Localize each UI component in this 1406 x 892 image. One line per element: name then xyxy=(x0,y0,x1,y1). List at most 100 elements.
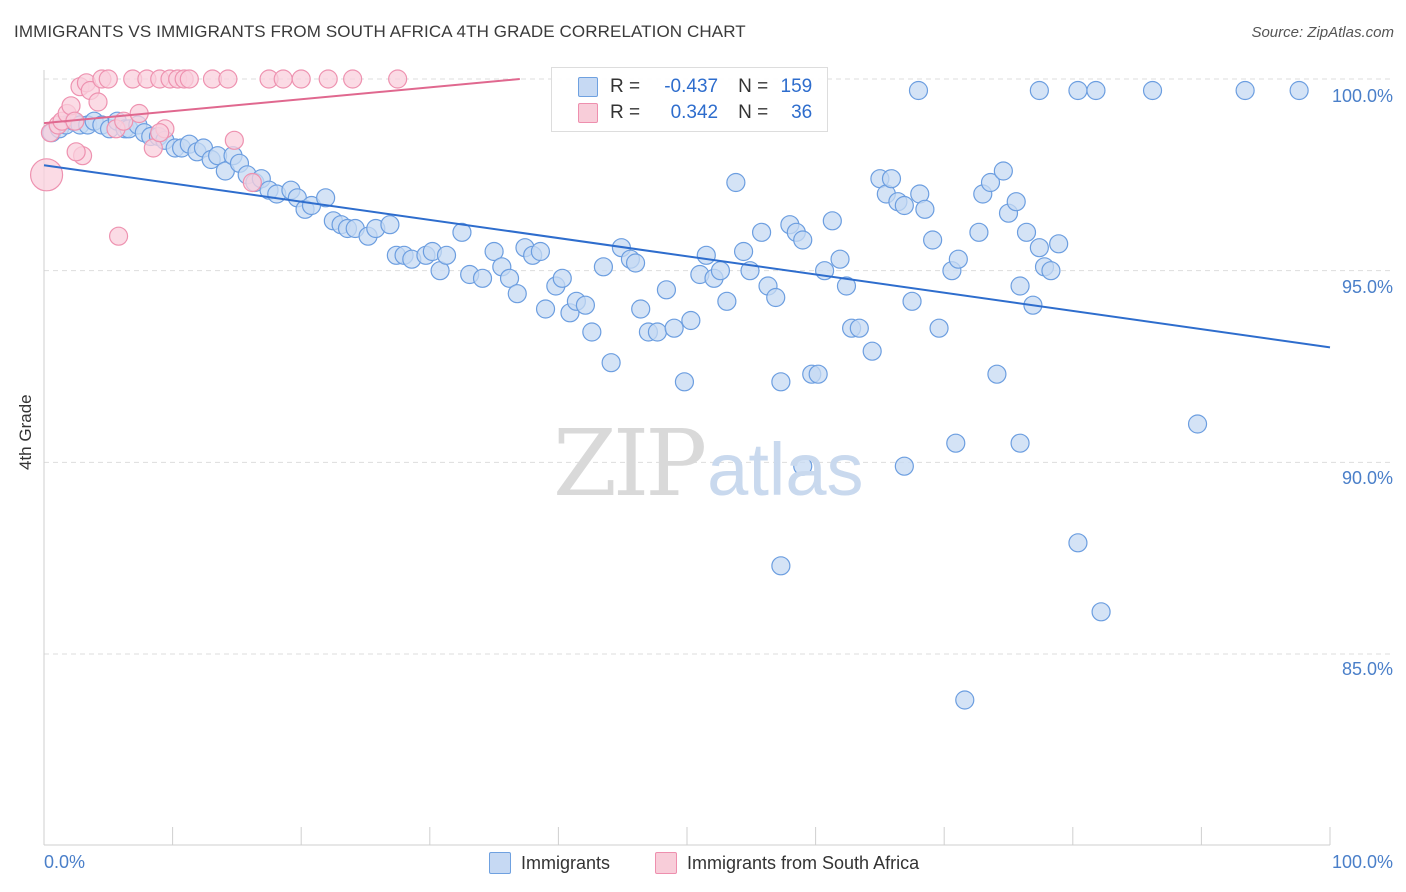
immigrants-point xyxy=(552,268,572,288)
immigrants-point xyxy=(923,230,943,250)
immigrants-point xyxy=(647,322,668,342)
immigrants-point xyxy=(710,261,731,281)
south-africa-point xyxy=(98,69,118,89)
south-africa-point xyxy=(291,69,311,89)
legend-item-south-africa[interactable]: Immigrants from South Africa xyxy=(655,852,919,874)
south-africa-point xyxy=(218,69,238,89)
immigrants-point xyxy=(993,161,1013,181)
immigrants-point xyxy=(1187,414,1208,434)
immigrants-point xyxy=(656,280,677,300)
immigrants-point xyxy=(631,299,651,319)
x-tick-label-min: 0.0% xyxy=(44,852,86,872)
immigrants-point xyxy=(1091,602,1111,622)
immigrants-point xyxy=(793,230,813,250)
immigrants-point xyxy=(726,172,746,193)
immigrants-point xyxy=(1029,80,1049,101)
immigrants-point xyxy=(881,169,902,189)
immigrants-point xyxy=(1041,261,1061,281)
immigrants-point xyxy=(946,433,966,453)
immigrants-point xyxy=(1235,80,1255,101)
south-africa-trend-line xyxy=(43,78,520,125)
immigrants-point xyxy=(808,364,828,384)
r-label: R = xyxy=(610,102,641,123)
immigrants-point xyxy=(1049,234,1069,254)
immigrants-point xyxy=(717,291,737,311)
immigrants-point xyxy=(601,353,621,373)
immigrants-point xyxy=(472,268,493,288)
immigrants-point xyxy=(1289,80,1309,101)
x-tick-label-max: 100.0% xyxy=(1331,852,1393,872)
immigrants-point xyxy=(1010,433,1030,453)
south-africa-point xyxy=(66,142,86,162)
immigrants-point xyxy=(1010,276,1030,296)
immigrants-point xyxy=(987,364,1007,384)
n-value: 36 xyxy=(791,102,813,123)
n-label: N = xyxy=(738,102,769,123)
immigrants-point xyxy=(793,456,813,476)
immigrants-point xyxy=(980,172,1001,193)
immigrants-point xyxy=(830,249,850,269)
r-value: 0.342 xyxy=(670,102,719,123)
legend-label-immigrants: Immigrants xyxy=(521,852,611,873)
immigrants-point xyxy=(733,241,754,262)
stats-legend-row-south-africa: R = 0.342 N = 36 xyxy=(578,101,812,125)
chart-title: IMMIGRANTS VS IMMIGRANTS FROM SOUTH AFRI… xyxy=(14,22,746,41)
immigrants-point xyxy=(908,80,929,101)
south-africa-point xyxy=(273,69,293,89)
watermark-zip: ZIP xyxy=(553,410,707,517)
immigrants-point xyxy=(751,222,772,242)
y-axis-label: 4th Grade xyxy=(16,394,35,470)
legend-label-south-africa: Immigrants from South Africa xyxy=(687,852,920,873)
immigrants-point xyxy=(1006,192,1026,212)
immigrants-point xyxy=(484,241,504,262)
stats-legend: R = -0.437 N = 159 R = 0.342 N = 36 xyxy=(551,67,828,132)
immigrants-point xyxy=(1086,80,1106,101)
immigrants-point xyxy=(948,249,968,269)
immigrants-point xyxy=(316,188,336,208)
immigrants-point xyxy=(771,556,791,576)
immigrants-point xyxy=(664,318,684,338)
immigrants-point xyxy=(822,211,842,231)
south-africa-point xyxy=(108,226,129,246)
blue-swatch-icon xyxy=(578,77,598,97)
south-africa-point xyxy=(318,69,338,89)
immigrants-point xyxy=(625,253,646,273)
immigrants-trend-line xyxy=(43,164,1331,349)
y-tick-label-85: 85.0% xyxy=(1341,659,1393,679)
immigrants-point xyxy=(436,245,457,265)
pink-swatch-icon xyxy=(578,103,598,123)
immigrants-point xyxy=(530,241,550,262)
immigrants-point xyxy=(507,284,527,304)
immigrants-point xyxy=(894,456,914,476)
stats-legend-row-immigrants: R = -0.437 N = 159 xyxy=(578,75,812,99)
immigrants-point xyxy=(929,318,949,338)
immigrants-point xyxy=(969,222,989,242)
immigrants-point xyxy=(535,299,556,319)
legend-item-immigrants[interactable]: Immigrants xyxy=(489,852,610,874)
r-value: -0.437 xyxy=(664,76,719,97)
immigrants-point xyxy=(771,372,791,392)
immigrants-point xyxy=(915,199,935,219)
y-tick-label-100: 100.0% xyxy=(1331,86,1393,106)
south-africa-point xyxy=(179,69,199,89)
immigrants-point xyxy=(575,295,596,315)
south-africa-point xyxy=(224,130,244,150)
immigrants-point xyxy=(380,215,400,235)
immigrants-point xyxy=(582,322,602,342)
immigrants-point xyxy=(593,257,614,277)
y-tick-label-95: 95.0% xyxy=(1341,277,1393,297)
immigrants-point xyxy=(894,195,914,216)
immigrants-point xyxy=(1029,238,1049,258)
immigrants-point xyxy=(862,341,882,361)
immigrants-point xyxy=(1068,80,1088,101)
immigrants-point xyxy=(836,276,857,296)
immigrants-point xyxy=(696,245,716,265)
south-africa-point xyxy=(150,123,170,143)
watermark-atlas: atlas xyxy=(707,428,864,511)
immigrants-point xyxy=(766,287,786,308)
immigrants-point xyxy=(849,318,869,338)
blue-swatch-icon xyxy=(489,852,511,874)
south-africa-point xyxy=(343,69,363,89)
south-africa-point xyxy=(29,158,64,192)
